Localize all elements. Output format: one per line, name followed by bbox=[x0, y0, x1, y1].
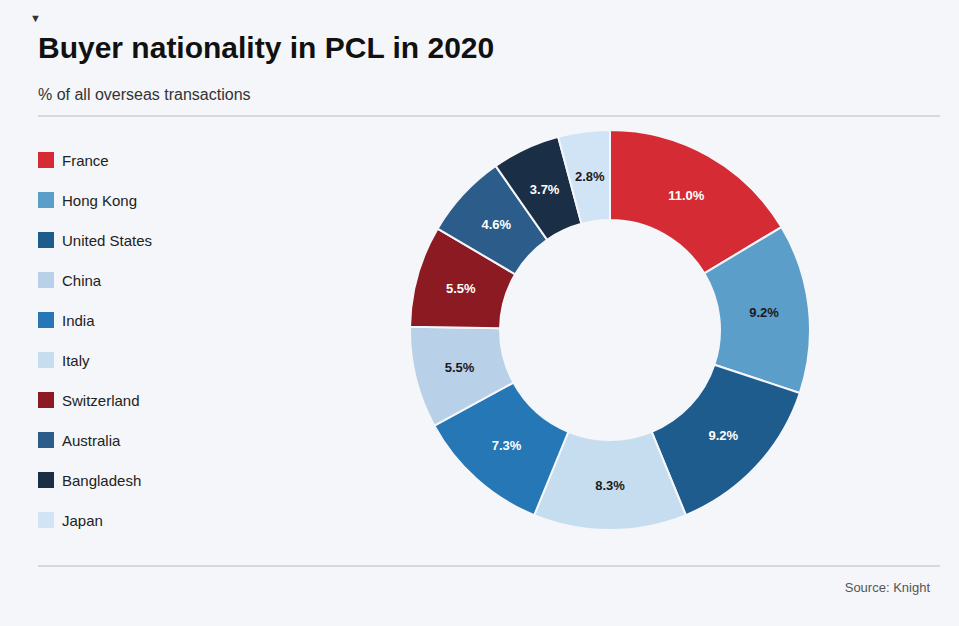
subtitle: % of all overseas transactions bbox=[38, 86, 251, 103]
legend-label: Italy bbox=[62, 352, 90, 369]
slices: FranceHong KongUnited StatesItalyIndiaCh… bbox=[410, 130, 810, 530]
legend: France Hong Kong United States China India It… bbox=[38, 152, 152, 529]
data-labels: 11.0% 9.2% 9.2% 8.3% 7.3% 5.5% 5.5% 4.6% 3.7% 2.8… bbox=[445, 169, 780, 493]
data-label: 8.3% bbox=[595, 478, 625, 493]
legend-swatch bbox=[38, 432, 54, 448]
legend-label: France bbox=[62, 152, 109, 169]
legend-swatch bbox=[38, 312, 54, 328]
legend-label: United States bbox=[62, 232, 152, 249]
source: Source: Knight bbox=[845, 580, 931, 595]
legend-label: Hong Kong bbox=[62, 192, 137, 209]
data-label: 9.2% bbox=[708, 428, 738, 443]
legend-label: Japan bbox=[62, 512, 103, 529]
title: Buyer nationality in PCL in 2020 bbox=[38, 31, 494, 64]
legend-label: Bangladesh bbox=[62, 472, 141, 489]
data-label: 5.5% bbox=[446, 281, 476, 296]
data-label: 4.6% bbox=[481, 217, 511, 232]
data-label: 3.7% bbox=[530, 182, 560, 197]
divider bbox=[38, 566, 940, 567]
legend-swatch bbox=[38, 192, 54, 208]
legend-label: India bbox=[62, 312, 95, 329]
data-label: 7.3% bbox=[492, 438, 522, 453]
legend-label: Australia bbox=[62, 432, 121, 449]
data-label: 11.0% bbox=[668, 188, 705, 203]
legend-swatch bbox=[38, 232, 54, 248]
legend-swatch bbox=[38, 392, 54, 408]
slice: China bbox=[410, 327, 513, 426]
marker: ▼ bbox=[30, 12, 41, 24]
legend-swatch bbox=[38, 272, 54, 288]
divider bbox=[38, 116, 940, 117]
data-label: 5.5% bbox=[445, 360, 475, 375]
legend-swatch bbox=[38, 512, 54, 528]
data-label: 9.2% bbox=[749, 305, 779, 320]
legend-swatch bbox=[38, 152, 54, 168]
background bbox=[0, 0, 959, 626]
data-label: 2.8% bbox=[575, 169, 605, 184]
slice: Japan bbox=[558, 130, 610, 224]
legend-swatch bbox=[38, 472, 54, 488]
legend-swatch bbox=[38, 352, 54, 368]
chart: ▼ Buyer nationality in PCL in 2020 % of al… bbox=[0, 0, 959, 626]
legend-label: China bbox=[62, 272, 102, 289]
legend-label: Switzerland bbox=[62, 392, 140, 409]
